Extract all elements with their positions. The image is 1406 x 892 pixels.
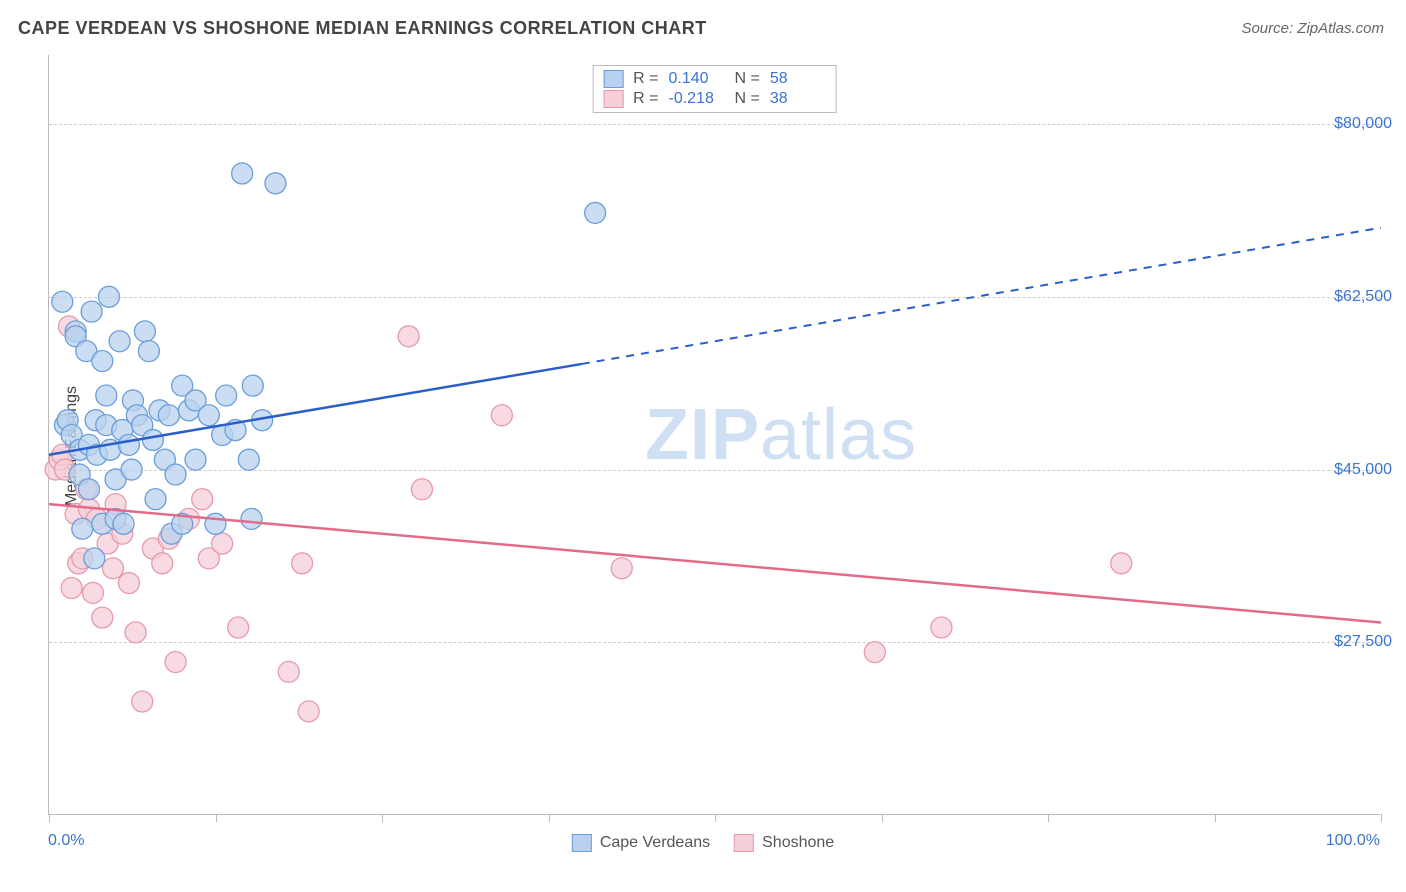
data-point	[238, 449, 259, 470]
data-point	[1111, 553, 1132, 574]
legend-item-0: Cape Verdeans	[572, 834, 710, 852]
legend-r-label: R =	[633, 90, 658, 108]
plot-svg	[49, 55, 1380, 814]
legend-r-value-1: -0.218	[669, 90, 725, 108]
data-point	[165, 464, 186, 485]
data-point	[121, 459, 142, 480]
legend-row-series-1: R = -0.218 N = 38	[599, 89, 830, 109]
legend-swatch-series-0	[603, 70, 623, 88]
data-point	[138, 341, 159, 362]
data-point	[298, 701, 319, 722]
source-label: Source: ZipAtlas.com	[1241, 20, 1384, 37]
data-point	[398, 326, 419, 347]
data-point	[92, 350, 113, 371]
data-point	[611, 558, 632, 579]
trend-line-dashed	[582, 228, 1381, 364]
data-point	[82, 582, 103, 603]
legend-swatch-1	[734, 834, 754, 852]
data-point	[102, 558, 123, 579]
data-point	[113, 513, 134, 534]
legend-n-label: N =	[735, 90, 760, 108]
data-point	[52, 291, 73, 312]
data-point	[931, 617, 952, 638]
legend-n-value-0: 58	[770, 70, 826, 88]
x-tick	[382, 814, 383, 822]
x-label-right: 100.0%	[1326, 832, 1380, 850]
legend-series: Cape Verdeans Shoshone	[572, 834, 834, 852]
data-point	[152, 553, 173, 574]
data-point	[205, 513, 226, 534]
data-point	[864, 642, 885, 663]
data-point	[228, 617, 249, 638]
x-label-left: 0.0%	[48, 832, 84, 850]
x-tick	[216, 814, 217, 822]
data-point	[109, 331, 130, 352]
legend-row-series-0: R = 0.140 N = 58	[599, 69, 830, 89]
data-point	[81, 301, 102, 322]
x-tick	[549, 814, 550, 822]
data-point	[265, 173, 286, 194]
legend-n-value-1: 38	[770, 90, 826, 108]
data-point	[78, 479, 99, 500]
legend-r-value-0: 0.140	[669, 70, 725, 88]
data-point	[96, 385, 117, 406]
data-point	[92, 607, 113, 628]
plot-area: ZIPatlas R = 0.140 N = 58 R = -0.218 N =…	[48, 55, 1380, 815]
data-point	[241, 508, 262, 529]
trend-line-solid	[49, 504, 1381, 622]
x-tick	[1215, 814, 1216, 822]
x-tick	[882, 814, 883, 822]
x-tick	[715, 814, 716, 822]
data-point	[134, 321, 155, 342]
x-tick	[1048, 814, 1049, 822]
data-point	[185, 449, 206, 470]
data-point	[198, 405, 219, 426]
data-point	[242, 375, 263, 396]
legend-item-1: Shoshone	[734, 834, 834, 852]
data-point	[232, 163, 253, 184]
x-tick	[49, 814, 50, 822]
data-point	[132, 691, 153, 712]
data-point	[216, 385, 237, 406]
x-tick	[1381, 814, 1382, 822]
legend-label-1: Shoshone	[762, 834, 834, 852]
data-point	[145, 489, 166, 510]
data-point	[118, 573, 139, 594]
data-point	[142, 429, 163, 450]
data-point	[61, 577, 82, 598]
chart-title: CAPE VERDEAN VS SHOSHONE MEDIAN EARNINGS…	[18, 18, 707, 39]
data-point	[165, 652, 186, 673]
data-point	[491, 405, 512, 426]
data-point	[411, 479, 432, 500]
data-point	[72, 518, 93, 539]
data-point	[585, 202, 606, 223]
data-point	[278, 661, 299, 682]
data-point	[98, 286, 119, 307]
data-point	[125, 622, 146, 643]
data-point	[192, 489, 213, 510]
data-point	[158, 405, 179, 426]
chart-container: CAPE VERDEAN VS SHOSHONE MEDIAN EARNINGS…	[0, 0, 1406, 892]
legend-label-0: Cape Verdeans	[600, 834, 710, 852]
legend-swatch-series-1	[603, 90, 623, 108]
data-point	[292, 553, 313, 574]
legend-correlation: R = 0.140 N = 58 R = -0.218 N = 38	[592, 65, 837, 113]
data-point	[84, 548, 105, 569]
legend-swatch-0	[572, 834, 592, 852]
legend-n-label: N =	[735, 70, 760, 88]
data-point	[118, 434, 139, 455]
legend-r-label: R =	[633, 70, 658, 88]
data-point	[212, 533, 233, 554]
